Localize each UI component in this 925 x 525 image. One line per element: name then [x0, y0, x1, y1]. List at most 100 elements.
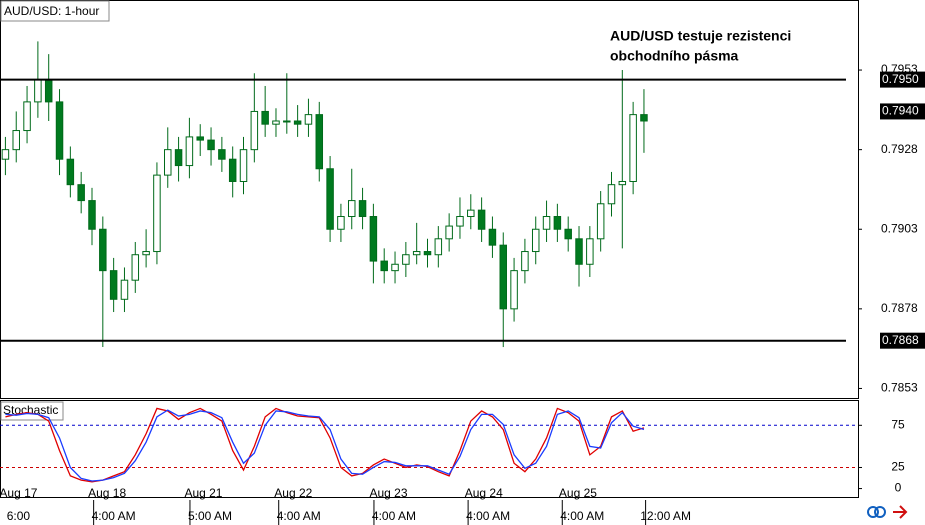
- y-tick-label: 0.7878: [881, 301, 918, 315]
- candle-body: [66, 158, 75, 186]
- candle-body: [499, 244, 508, 310]
- candle-body: [564, 228, 572, 240]
- candle-body: [369, 216, 378, 262]
- candle-body: [575, 238, 583, 265]
- candle-body: [185, 136, 194, 167]
- candle-body: [304, 114, 313, 125]
- candle-body: [531, 228, 540, 253]
- candle-body: [467, 209, 475, 218]
- link-icon: [874, 506, 886, 518]
- candle-body: [521, 251, 529, 272]
- candle-body: [553, 216, 562, 230]
- x-tick-label: Aug 22: [274, 486, 312, 500]
- candle-body: [196, 136, 204, 141]
- candle-body: [218, 149, 226, 160]
- candle-body: [239, 149, 248, 182]
- candle-body: [607, 184, 616, 205]
- candle-body: [640, 114, 648, 122]
- candle-body: [250, 110, 259, 151]
- candle-body: [99, 228, 107, 272]
- candle-body: [337, 216, 345, 230]
- y-tick-label: 0: [895, 481, 902, 495]
- x-tick-label: Aug 21: [184, 486, 222, 500]
- candle-body: [402, 254, 410, 265]
- candle-body: [228, 158, 237, 182]
- candle-body: [596, 203, 605, 240]
- x-tick-label: Aug 24: [465, 486, 503, 500]
- y-tick-label: 25: [891, 460, 905, 474]
- title-box: [0, 0, 110, 22]
- candle-body: [477, 209, 486, 230]
- candle-body: [510, 270, 518, 310]
- candle-body: [77, 184, 85, 202]
- candle-body: [55, 101, 64, 160]
- level-label: 0.7950: [882, 72, 919, 86]
- candle-body: [153, 174, 161, 253]
- x-tick-label: 4:00 AM: [92, 509, 136, 523]
- x-tick-label: Aug 25: [559, 486, 597, 500]
- annotation: AUD/USD testuje rezistenci: [610, 28, 791, 44]
- candle-body: [380, 260, 388, 272]
- y-tick-label: 0.7853: [881, 381, 918, 395]
- candle-body: [434, 238, 443, 256]
- x-tick-label: 6:00: [7, 509, 31, 523]
- candle-body: [283, 120, 291, 123]
- candle-body: [207, 139, 215, 151]
- candle-body: [131, 254, 140, 281]
- candle-body: [456, 216, 464, 227]
- toolbar-icons[interactable]: [867, 505, 908, 519]
- x-tick-label: 4:00 AM: [560, 509, 604, 523]
- candle-body: [142, 251, 150, 256]
- candle-body: [261, 110, 269, 125]
- price-panel: [0, 0, 859, 399]
- candle-body: [44, 79, 53, 103]
- candle-body: [391, 263, 399, 272]
- x-tick-label: Aug 18: [88, 486, 126, 500]
- x-tick-label: 4:00 AM: [466, 509, 510, 523]
- candle-body: [23, 101, 31, 132]
- stochastic-line: [5, 407, 645, 483]
- x-tick-label: Aug 23: [370, 486, 408, 500]
- x-tick-label: 4:00 AM: [277, 509, 321, 523]
- y-tick-label: 75: [891, 417, 905, 431]
- candle-body: [629, 114, 637, 182]
- candle-body: [12, 130, 20, 151]
- candle-body: [164, 149, 172, 176]
- candle-body: [315, 114, 324, 170]
- candle-body: [618, 180, 627, 186]
- candle-body: [174, 149, 183, 167]
- y-tick-label: 0.7928: [881, 142, 918, 156]
- candle-body: [412, 251, 421, 256]
- candle-body: [120, 279, 129, 300]
- x-tick-label: 4:00 AM: [372, 509, 416, 523]
- x-tick-label: 5:00 AM: [188, 509, 232, 523]
- candle-body: [272, 120, 280, 125]
- candle-body: [109, 270, 118, 300]
- candle-body: [88, 200, 96, 230]
- candle-body: [347, 200, 356, 218]
- link-icon[interactable]: [867, 506, 879, 518]
- annotation: obchodního pásma: [610, 48, 739, 64]
- level-label-box: [880, 71, 925, 88]
- candle-body: [423, 251, 432, 256]
- candle-body: [1, 149, 10, 160]
- y-tick-label: 0.7903: [881, 221, 918, 235]
- candle-body: [34, 79, 42, 103]
- last-price-box: [880, 103, 925, 120]
- candle-body: [358, 200, 367, 218]
- stochastic-line: [5, 409, 645, 482]
- candle-body: [488, 228, 497, 246]
- level-label: 0.7868: [882, 333, 919, 347]
- x-tick-label: Aug 17: [0, 486, 38, 500]
- candle-body: [586, 238, 594, 265]
- candle-body: [445, 225, 453, 240]
- candle-body: [293, 120, 302, 125]
- level-label-box: [880, 332, 925, 349]
- scroll-icon[interactable]: [893, 505, 908, 519]
- chart-title: AUD/USD: 1-hour: [4, 4, 99, 18]
- candle-body: [326, 168, 334, 230]
- last-price-label: 0.7940: [882, 104, 919, 118]
- stochastic-panel: [0, 400, 859, 498]
